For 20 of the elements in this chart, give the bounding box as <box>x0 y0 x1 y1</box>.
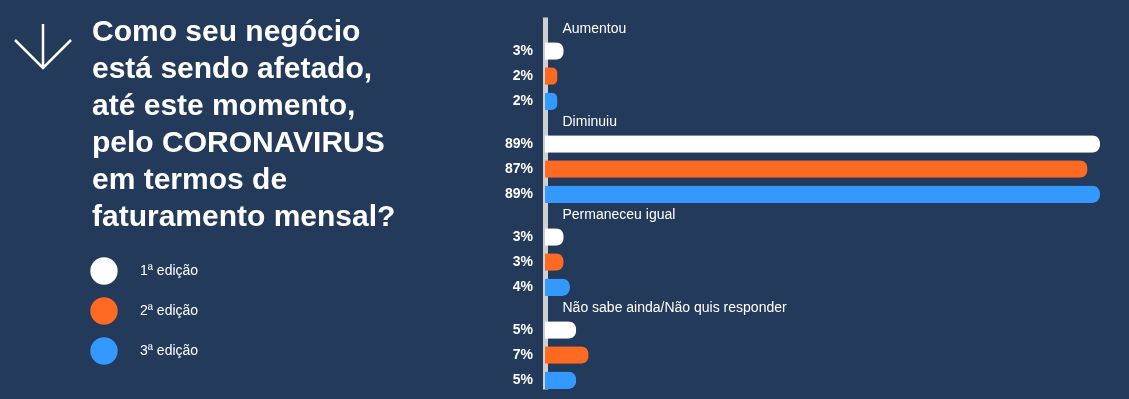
data-label: 7% <box>512 346 534 363</box>
legend-label: 3ª edição <box>140 342 199 358</box>
data-label: 2% <box>512 92 534 109</box>
y-tick-label: Não sabe ainda/Não quis responder <box>562 298 787 315</box>
data-label: 89% <box>504 185 534 202</box>
text: Como seu negócio está sendo afetado, até este momento, pelo CORONAVIRUS em termos de faturamento mensal? <box>92 13 397 234</box>
legend-label: 2ª edição <box>140 302 199 318</box>
data-label: 5% <box>512 320 534 337</box>
legend-label: 1ª edição <box>140 262 199 278</box>
data-label: 5% <box>512 371 534 388</box>
y-tick-label: Aumentou <box>562 19 627 36</box>
data-label: 3% <box>512 227 534 244</box>
y-tick-label: Permaneceu igual <box>562 205 676 222</box>
data-label: 3% <box>512 253 534 270</box>
data-label: 4% <box>512 278 534 295</box>
data-label: 89% <box>504 134 534 151</box>
data-label: 3% <box>512 41 534 58</box>
y-tick-label: Diminuiu <box>562 112 617 129</box>
data-label: 2% <box>512 67 534 84</box>
data-label: 87% <box>504 160 534 177</box>
